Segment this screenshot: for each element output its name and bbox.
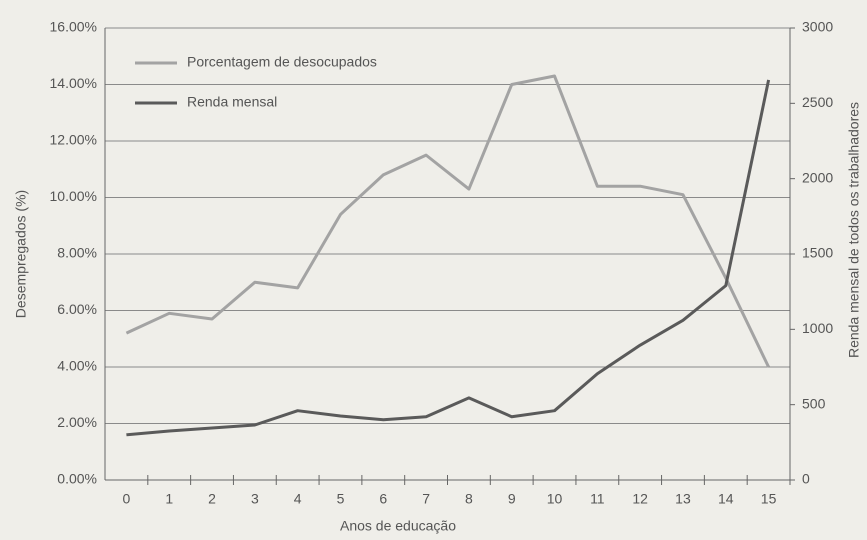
- x-tick-label: 8: [465, 491, 473, 507]
- y2-tick-label: 2000: [802, 169, 833, 185]
- x-tick-label: 12: [632, 491, 648, 507]
- series-line: [125, 74, 770, 368]
- y2-tick-label: 3000: [802, 19, 833, 35]
- legend-label: Renda mensal: [187, 94, 277, 110]
- y2-axis-label: Renda mensal de todos os trabalhadores: [846, 102, 862, 358]
- y-tick-label: 8.00%: [57, 245, 97, 261]
- x-tick-label: 7: [422, 491, 430, 507]
- y-tick-label: 12.00%: [50, 132, 97, 148]
- y-tick-label: 14.00%: [50, 75, 97, 91]
- x-tick-label: 10: [547, 491, 563, 507]
- x-axis-label: Anos de educação: [340, 518, 456, 534]
- y-tick-label: 0.00%: [57, 471, 97, 487]
- y2-tick-label: 0: [802, 471, 810, 487]
- x-tick-label: 4: [294, 491, 302, 507]
- x-tick-label: 14: [718, 491, 734, 507]
- x-tick-label: 1: [165, 491, 173, 507]
- x-tick-label: 3: [251, 491, 259, 507]
- legend-label: Porcentagem de desocupados: [187, 54, 377, 70]
- y2-tick-label: 500: [802, 395, 826, 411]
- x-tick-label: 6: [379, 491, 387, 507]
- x-tick-label: 13: [675, 491, 691, 507]
- x-tick-label: 9: [508, 491, 516, 507]
- x-tick-label: 15: [761, 491, 777, 507]
- y-tick-label: 6.00%: [57, 301, 97, 317]
- y-tick-label: 2.00%: [57, 414, 97, 430]
- y-tick-label: 16.00%: [50, 19, 97, 35]
- x-tick-label: 2: [208, 491, 216, 507]
- x-tick-label: 11: [590, 491, 605, 507]
- series-line: [126, 79, 771, 437]
- x-tick-label: 0: [123, 491, 131, 507]
- y2-tick-label: 1500: [802, 245, 833, 261]
- y-tick-label: 4.00%: [57, 358, 97, 374]
- y-tick-label: 10.00%: [50, 188, 97, 204]
- x-tick-label: 5: [337, 491, 345, 507]
- y2-tick-label: 2500: [802, 94, 833, 110]
- y2-tick-label: 1000: [802, 320, 833, 336]
- y-axis-label: Desempregados (%): [13, 190, 29, 318]
